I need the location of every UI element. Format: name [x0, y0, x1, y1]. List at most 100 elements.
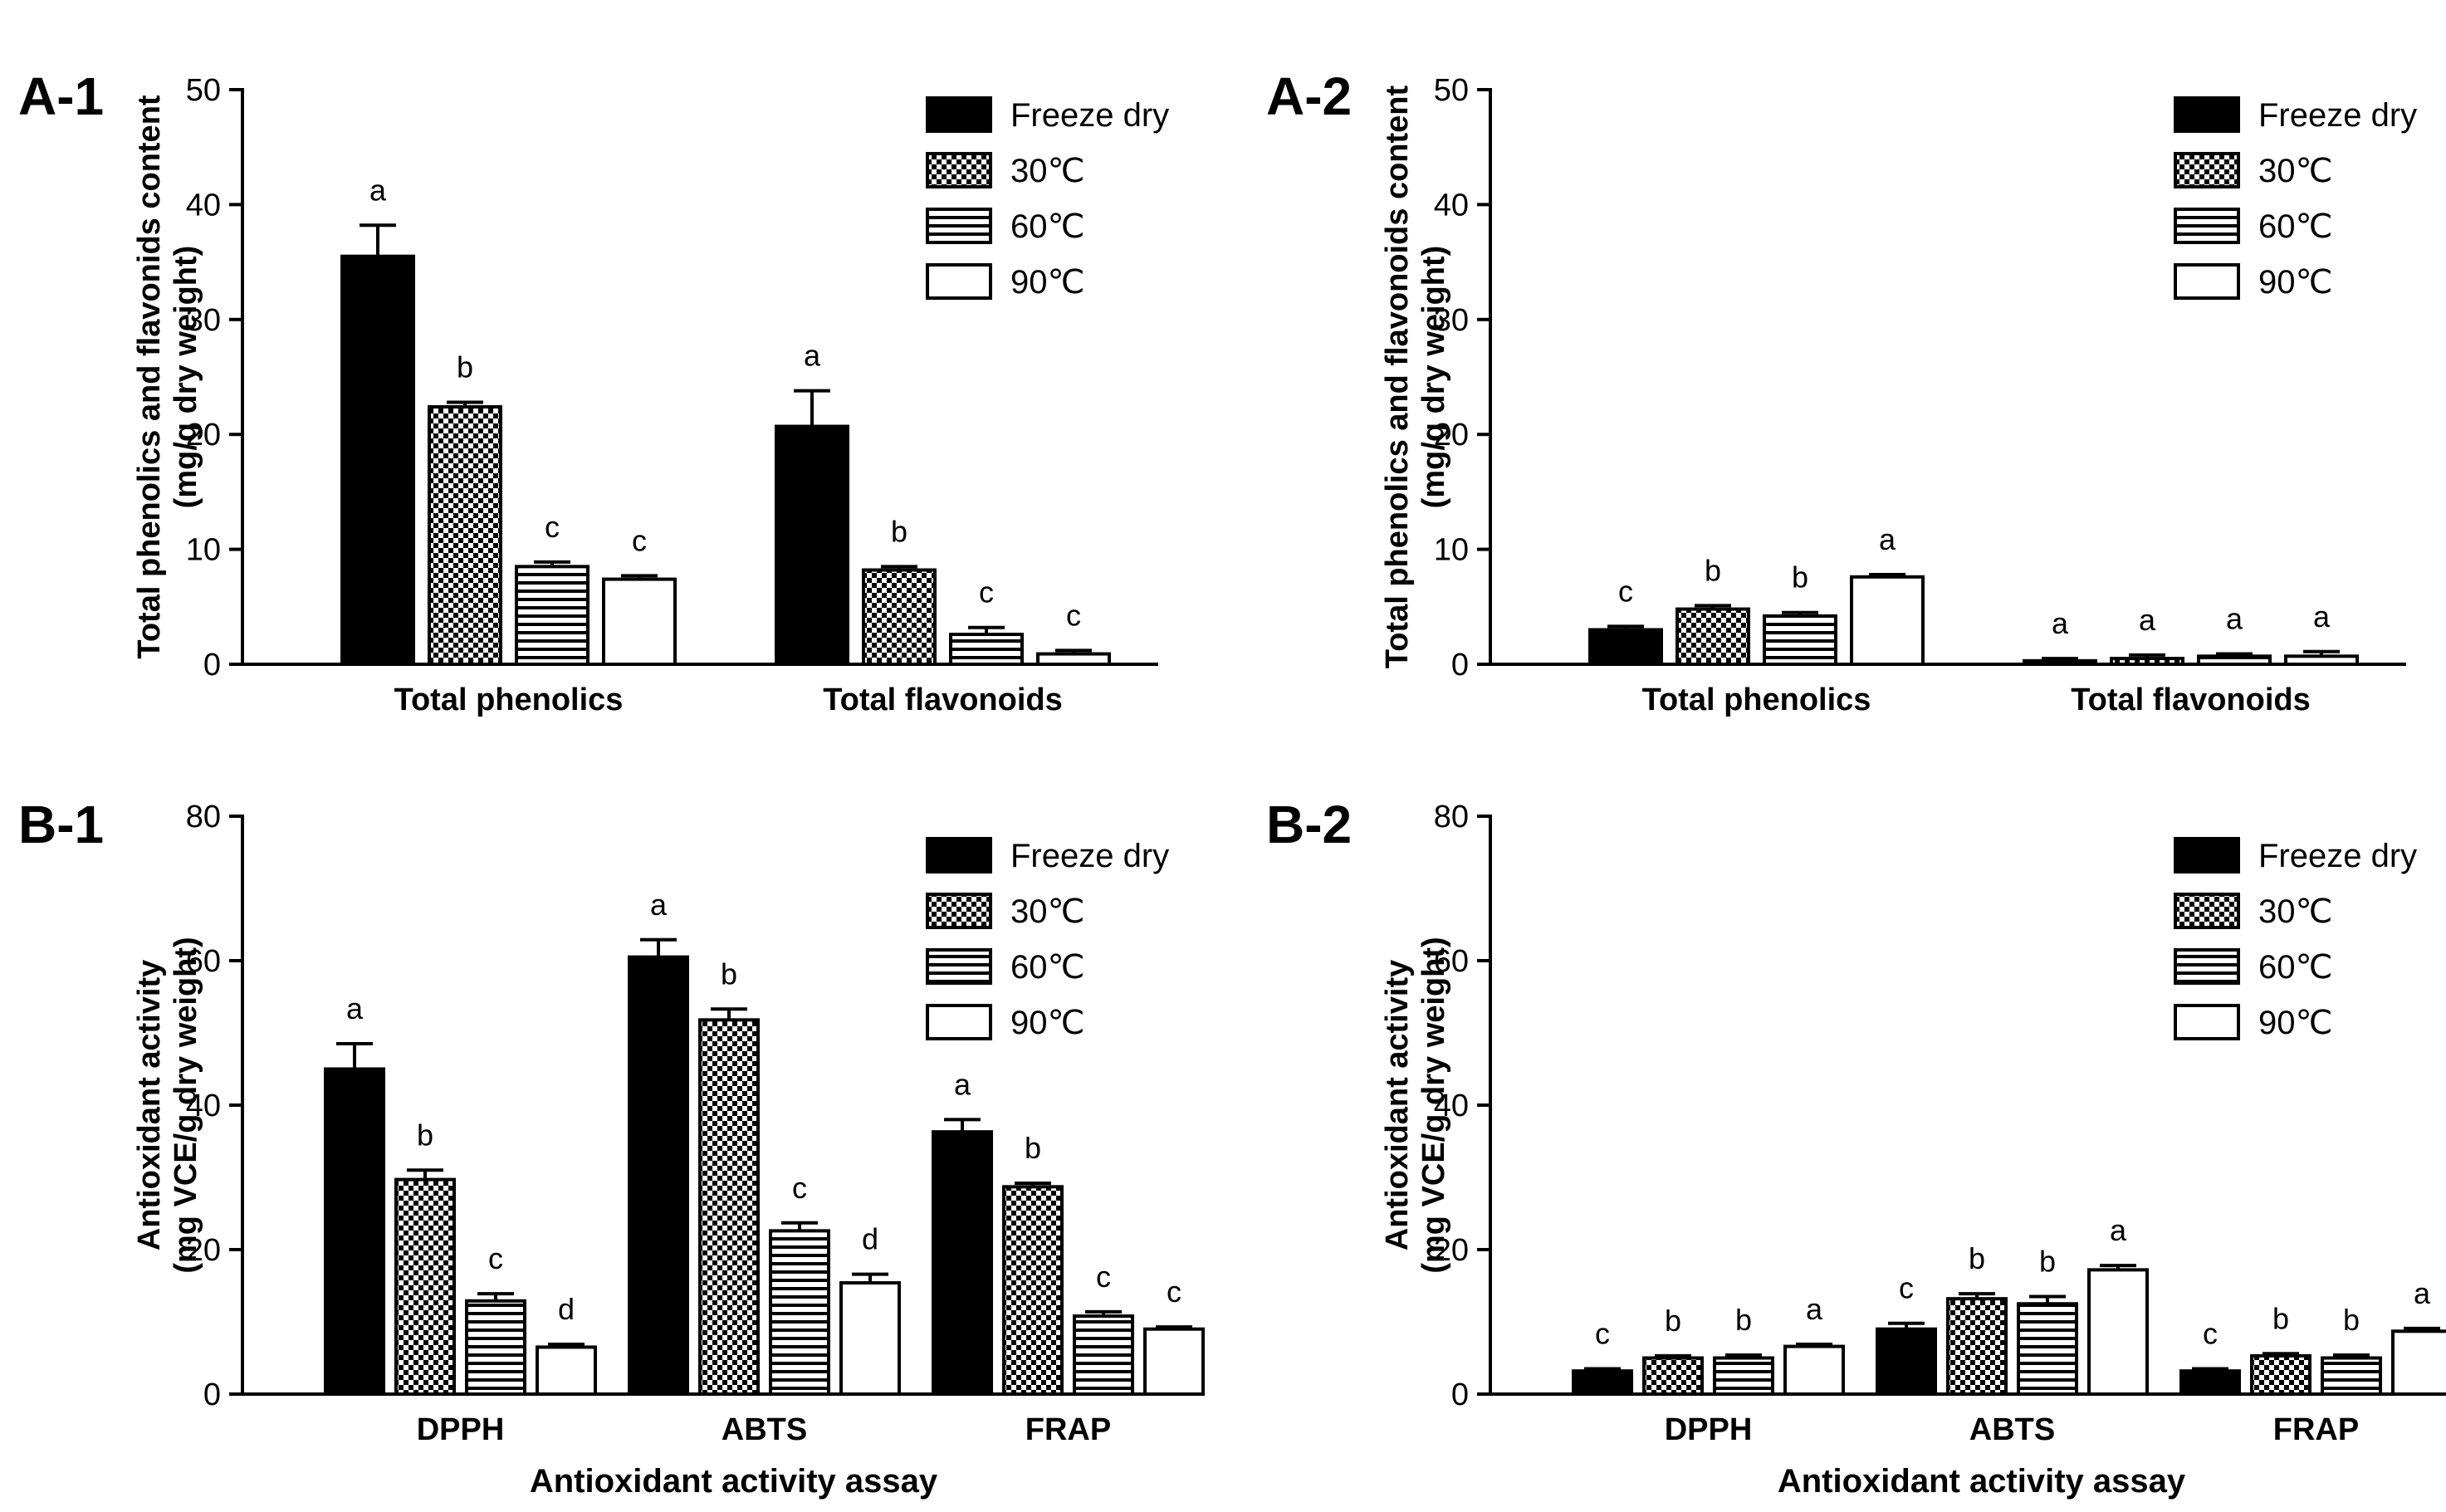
significance-letter: a [2052, 606, 2069, 640]
significance-letter: b [721, 957, 737, 991]
y-axis-title-line1: Total phenolics and flavonoids content [1380, 85, 1415, 668]
legend-label: 30℃ [2258, 893, 2332, 930]
significance-letter: a [2139, 603, 2156, 637]
significance-letter: c [1066, 598, 1081, 632]
y-tick-label: 80 [186, 800, 221, 834]
y-axis-title-line1: Antioxidant activity [1380, 960, 1415, 1251]
bar-abts-s1 [698, 1018, 760, 1396]
y-tick-label: 10 [186, 533, 221, 568]
legend-label: 60℃ [2258, 208, 2332, 245]
significance-letter: c [1595, 1317, 1610, 1351]
y-tick-label: 0 [203, 648, 221, 683]
panel-label: B-1 [18, 795, 104, 854]
significance-letter: a [650, 888, 668, 922]
legend-swatch [926, 893, 992, 929]
y-axis-title-line2: (mg VCE/g dry weight) [169, 937, 203, 1273]
significance-letter: c [2203, 1317, 2218, 1351]
y-tick-label: 20 [1434, 418, 1469, 453]
legend-label: 90℃ [1010, 1005, 1084, 1041]
y-tick-label: 40 [186, 1089, 221, 1123]
x-category-label: Total flavonoids [2071, 683, 2311, 717]
bar-dpph-s0 [1572, 1369, 1633, 1397]
bar-total-flavonoids-s0 [775, 424, 849, 667]
y-axis-title: Total phenolics and flavonoids content(m… [1380, 85, 1451, 668]
y-tick-label: 60 [186, 944, 221, 979]
x-category-label: FRAP [2273, 1412, 2359, 1447]
significance-letter: d [558, 1292, 575, 1326]
bar-dpph-s3 [1783, 1344, 1845, 1396]
y-tick-label: 60 [1434, 944, 1469, 979]
significance-letter: c [1096, 1260, 1111, 1294]
significance-letter: b [2272, 1301, 2289, 1335]
bar-abts-s0 [1876, 1327, 1937, 1396]
y-tick-label: 30 [1434, 303, 1469, 338]
bar-abts-s2 [2017, 1302, 2078, 1396]
significance-letter: a [954, 1067, 971, 1101]
significance-letter: b [417, 1118, 433, 1152]
legend-label: 90℃ [2258, 1005, 2332, 1041]
bar-total-phenolics-s3 [1850, 575, 1925, 666]
panel-label: B-2 [1266, 795, 1352, 854]
significance-letter: c [1899, 1271, 1914, 1305]
x-category-label: Total flavonoids [823, 683, 1063, 717]
legend-swatch [926, 96, 992, 133]
bar-total-flavonoids-s3 [2284, 654, 2359, 667]
bar-total-phenolics-s2 [1763, 614, 1837, 667]
chart-panel-b-1: B-1 0 20 40 60 80 Antioxidant activity(mg VCE/… [18, 795, 1205, 1500]
y-tick-label: 0 [1451, 648, 1469, 683]
y-tick-label: 0 [1451, 1377, 1469, 1412]
significance-letter: b [1735, 1303, 1752, 1337]
bar-total-phenolics-s3 [602, 577, 677, 666]
bar-total-flavonoids-s1 [2110, 657, 2184, 667]
bar-frap-s1 [1002, 1185, 1064, 1397]
bar-dpph-s1 [1642, 1356, 1704, 1396]
bar-frap-s3 [2391, 1329, 2446, 1397]
y-axis-title: Total phenolics and flavonids content(mg… [132, 95, 203, 658]
bar-dpph-s2 [465, 1299, 526, 1397]
chart-panel-b-2: B-2 0 20 40 60 80 Antioxidant activity(mg VCE/… [1266, 795, 2446, 1500]
y-axis-title-line1: Antioxidant activity [132, 960, 167, 1251]
x-category-label: Total phenolics [1642, 683, 1871, 717]
legend-swatch [2174, 893, 2240, 929]
significance-letter: d [862, 1222, 878, 1256]
bar-abts-s1 [1946, 1297, 2008, 1397]
legend: Freeze dry 30℃ 60℃ 90℃ [926, 837, 1169, 1041]
legend: Freeze dry 30℃ 60℃ 90℃ [926, 96, 1169, 301]
significance-letter: c [488, 1241, 503, 1275]
bar-total-flavonoids-s0 [2023, 658, 2097, 667]
significance-letter: b [1025, 1131, 1041, 1165]
legend-swatch [2174, 208, 2240, 244]
significance-letter: c [792, 1171, 807, 1205]
significance-letter: a [2313, 599, 2331, 634]
legend-label: 60℃ [1010, 208, 1084, 245]
significance-letter: c [545, 510, 560, 544]
y-tick-label: 20 [1434, 1233, 1469, 1268]
significance-letter: b [1705, 553, 1721, 587]
significance-letter: a [2226, 602, 2243, 636]
significance-letter: a [1879, 522, 1896, 556]
significance-letter: a [2414, 1276, 2431, 1310]
bar-total-flavonoids-s2 [949, 633, 1024, 666]
legend-label: 60℃ [1010, 949, 1084, 986]
y-tick-label: 20 [186, 418, 221, 453]
significance-letter: c [1618, 574, 1633, 608]
y-tick-label: 40 [186, 188, 221, 223]
legend-label: Freeze dry [1010, 838, 1169, 874]
legend-swatch [2174, 96, 2240, 133]
bar-dpph-s3 [536, 1345, 597, 1396]
legend-swatch [926, 208, 992, 244]
x-axis-title: Antioxidant activity assay [530, 1463, 938, 1500]
significance-letter: b [2343, 1303, 2360, 1337]
legend-swatch [2174, 837, 2240, 873]
bar-frap-s0 [2179, 1369, 2241, 1397]
y-axis-title-line2: (mg/g dry weight) [169, 246, 203, 509]
legend-swatch [926, 152, 992, 188]
legend-label: 90℃ [1010, 264, 1084, 301]
bar-total-flavonoids-s2 [2197, 654, 2272, 667]
legend: Freeze dry 30℃ 60℃ 90℃ [2174, 837, 2417, 1041]
x-category-label: FRAP [1025, 1412, 1111, 1447]
legend-label: 30℃ [1010, 153, 1084, 189]
